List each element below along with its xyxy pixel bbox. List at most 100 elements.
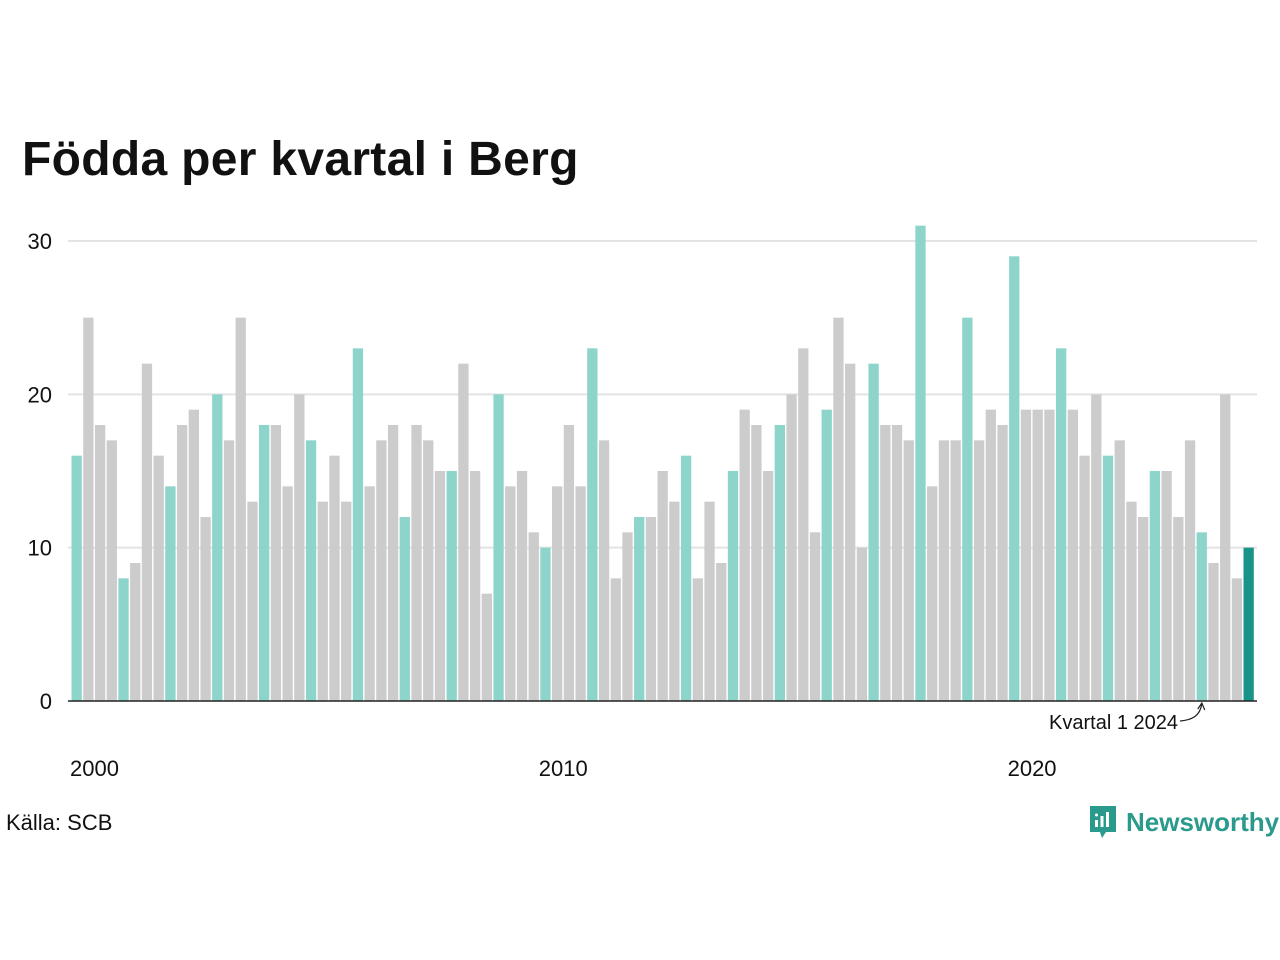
bar [762, 471, 774, 701]
bar [1243, 547, 1254, 701]
bar [516, 471, 528, 701]
x-tick-label: 2020 [1008, 756, 1057, 781]
bar [1138, 517, 1149, 701]
bar [1079, 455, 1090, 701]
bar [727, 471, 739, 701]
bar [997, 425, 1008, 701]
bar [387, 425, 399, 701]
annotation-label: Kvartal 1 2024 [1049, 712, 1178, 734]
bar [1032, 409, 1043, 701]
bar [399, 517, 410, 701]
bar [94, 425, 106, 701]
brand-name: Newsworthy [1126, 806, 1280, 837]
bar [704, 501, 715, 701]
bar [282, 486, 293, 701]
y-tick-label: 20 [28, 382, 52, 407]
annotation: Kvartal 1 2024 [1049, 701, 1206, 734]
bar [692, 578, 703, 701]
bar [270, 425, 282, 701]
bar [634, 517, 645, 701]
bar [469, 471, 481, 701]
bar [587, 348, 598, 701]
bar [973, 440, 985, 701]
axes: 2000 2010 2020 [68, 700, 1257, 781]
bar [1231, 578, 1243, 701]
bar [212, 394, 223, 701]
bar [364, 486, 375, 701]
bar [130, 563, 141, 701]
bar [1091, 394, 1102, 701]
bar [798, 348, 809, 701]
bar [259, 425, 270, 701]
bar [985, 409, 996, 701]
bar [1102, 455, 1114, 701]
bar [927, 486, 938, 701]
bar [1020, 409, 1032, 701]
bar [434, 471, 446, 701]
bar [950, 440, 961, 701]
y-tick-label: 10 [28, 536, 52, 561]
bar [341, 501, 352, 701]
bar [141, 363, 153, 701]
bar [716, 563, 727, 701]
bar [352, 348, 364, 701]
bar [294, 394, 305, 701]
bar [891, 425, 903, 701]
bar [493, 394, 504, 701]
bar [786, 394, 797, 701]
bar [915, 225, 926, 702]
bar [552, 486, 563, 701]
bar [540, 547, 551, 701]
bar [845, 363, 856, 701]
bar [317, 501, 328, 701]
bar [868, 363, 879, 701]
bar [106, 440, 117, 701]
brand-logo: Newsworthy [1088, 804, 1279, 840]
bar [575, 486, 586, 701]
bar [235, 317, 246, 701]
bar [505, 486, 516, 701]
bar [809, 532, 821, 701]
y-tick-label: 0 [40, 689, 52, 714]
bar [1009, 256, 1020, 701]
bar [1055, 348, 1067, 701]
source-label: Källa: SCB [6, 810, 113, 835]
newsworthy-logo-icon [1090, 806, 1116, 838]
bar [71, 455, 82, 701]
bar [1126, 501, 1137, 701]
bar [833, 317, 844, 701]
bar [329, 455, 340, 701]
bars [71, 225, 1254, 702]
bar [1196, 532, 1207, 701]
bar [247, 501, 258, 701]
bar [305, 440, 317, 701]
bar [1208, 563, 1219, 701]
bar [458, 363, 469, 701]
bar-chart: 0 10 20 30 2000 2010 2020 Kvartal 1 2024 [28, 225, 1257, 781]
y-tick-label: 30 [28, 229, 52, 254]
bar [1173, 517, 1184, 701]
bar [446, 471, 457, 701]
bar [962, 317, 973, 701]
bar [83, 317, 94, 701]
bar [200, 517, 211, 701]
bar [938, 440, 950, 701]
x-tick-label: 2000 [70, 756, 119, 781]
bar [1184, 440, 1196, 701]
annotation-arrowhead [1197, 701, 1206, 711]
bar [165, 486, 176, 701]
bar [423, 440, 434, 701]
bar [1220, 394, 1231, 701]
bar [1044, 409, 1055, 701]
bar [598, 440, 610, 701]
bar [880, 425, 891, 701]
bar [563, 425, 575, 701]
bar [739, 409, 750, 701]
bar [680, 455, 692, 701]
bar [118, 578, 129, 701]
bar [669, 501, 680, 701]
bar [622, 532, 633, 701]
bar [1149, 471, 1161, 701]
bar [657, 471, 668, 701]
bar [481, 593, 492, 701]
